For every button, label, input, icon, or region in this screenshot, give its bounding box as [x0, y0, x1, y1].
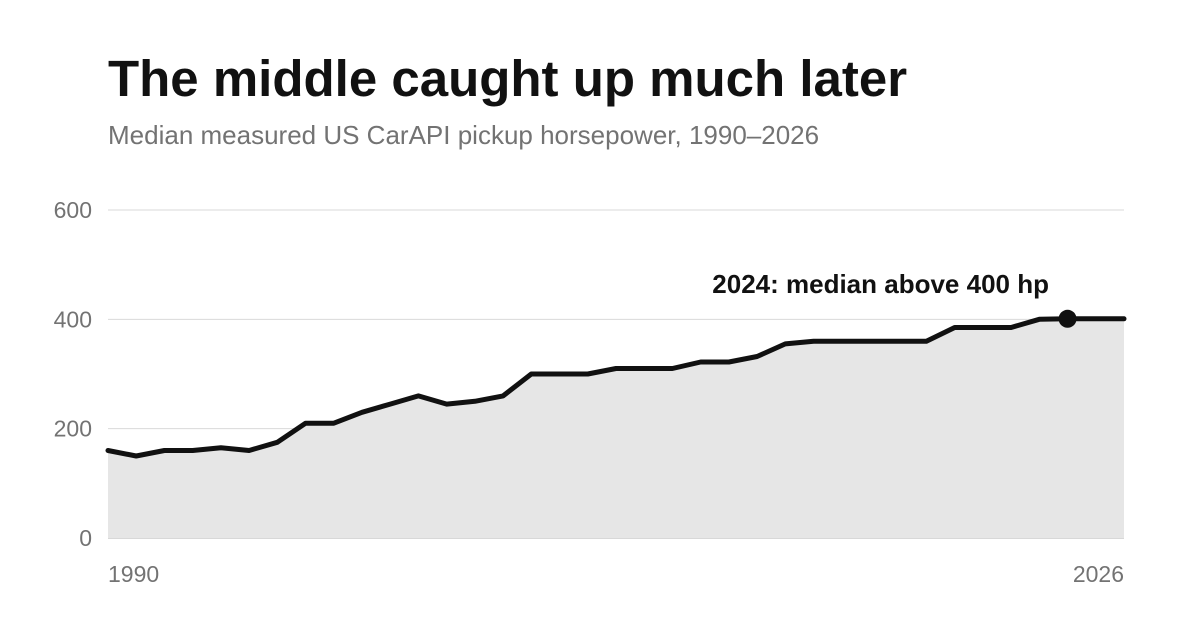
data-point [641, 366, 647, 372]
data-point [698, 359, 704, 365]
area-fill [108, 318, 1124, 538]
data-point [923, 338, 929, 344]
y-tick-label: 200 [54, 416, 92, 442]
data-point [303, 420, 309, 426]
highlight-group: 2024: median above 400 hp [712, 269, 1077, 328]
data-point [415, 393, 421, 399]
data-point [500, 393, 506, 399]
chart-subtitle: Median measured US CarAPI pickup horsepo… [108, 120, 820, 150]
data-point [274, 439, 280, 445]
data-point [133, 453, 139, 459]
data-point [1093, 316, 1099, 322]
chart-title: The middle caught up much later [108, 50, 908, 107]
data-point [1036, 316, 1042, 322]
data-point [1121, 316, 1127, 322]
annotation-label: 2024: median above 400 hp [712, 269, 1049, 299]
data-point [613, 366, 619, 372]
series-line [105, 316, 1127, 459]
data-point [331, 420, 337, 426]
data-point [782, 341, 788, 347]
data-point [585, 371, 591, 377]
y-tick-label: 600 [54, 197, 92, 223]
data-point [839, 338, 845, 344]
data-point [867, 338, 873, 344]
area-fill-group [108, 318, 1124, 538]
data-point [528, 371, 534, 377]
data-point [190, 448, 196, 454]
data-point [1008, 325, 1014, 331]
data-point [359, 409, 365, 415]
series-line-group [105, 316, 1127, 459]
data-point [726, 359, 732, 365]
data-point [472, 398, 478, 404]
data-point [444, 401, 450, 407]
data-point [105, 448, 111, 454]
data-point [754, 354, 760, 360]
data-point [557, 371, 563, 377]
data-point [387, 401, 393, 407]
y-tick-label: 0 [79, 525, 92, 551]
data-point [980, 325, 986, 331]
x-tick-label: 2026 [1073, 561, 1124, 587]
tick-labels: 0 200 400 600 1990 2026 [54, 197, 1124, 587]
data-point [895, 338, 901, 344]
data-point [246, 448, 252, 454]
data-point [218, 445, 224, 451]
data-point [952, 325, 958, 331]
data-point [161, 448, 167, 454]
highlight-marker [1058, 309, 1077, 328]
x-tick-label: 1990 [108, 561, 159, 587]
data-point [669, 366, 675, 372]
data-point [811, 338, 817, 344]
y-tick-label: 400 [54, 306, 92, 332]
